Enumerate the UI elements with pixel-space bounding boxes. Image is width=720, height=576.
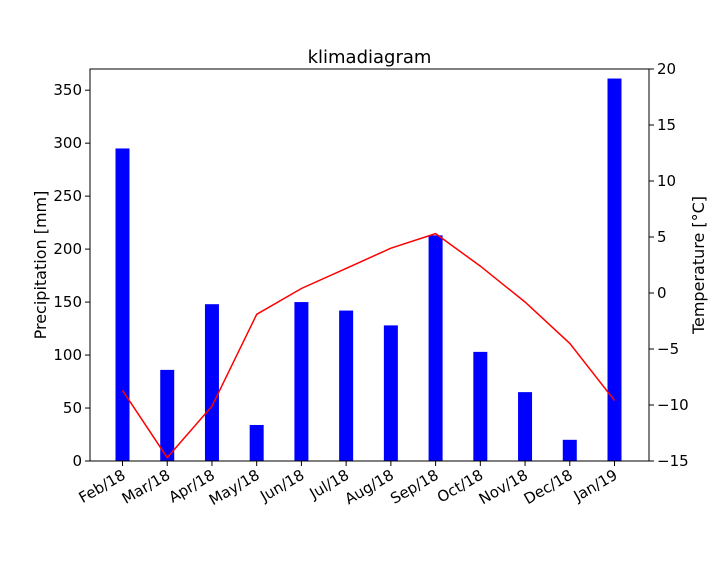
y-axis-label: Precipitation [mm] — [31, 191, 50, 340]
y-tick-label: 0 — [72, 452, 82, 470]
precipitation-bar-Nov-18 — [518, 392, 533, 461]
chart-title: klimadiagram — [308, 47, 432, 68]
precipitation-bar-Jun-18 — [294, 302, 309, 461]
temperature-line — [121, 232, 616, 459]
precipitation-bar-May-18 — [249, 424, 264, 461]
y-tick-label: 200 — [53, 240, 82, 258]
precipitation-axis: 0 50 100 150 200 250 300 350 — [53, 81, 90, 470]
precipitation-bar-Dec-18 — [562, 439, 577, 461]
y2-tick-label: −10 — [657, 396, 689, 414]
y2-tick-label: −5 — [657, 340, 679, 358]
y-tick-label: 150 — [53, 293, 82, 311]
plot-frame — [89, 68, 650, 462]
y2-tick-label: 10 — [657, 172, 676, 190]
precipitation-bar-Sep-18 — [428, 235, 443, 461]
temperature-axis: −15 −10 −5 0 5 10 15 20 — [649, 60, 689, 470]
precipitation-bar-Feb-18 — [115, 148, 130, 461]
y-tick-label: 100 — [53, 346, 82, 364]
y-tick-label: 50 — [63, 399, 82, 417]
precipitation-bar-Jan-19 — [607, 78, 622, 462]
y-tick-label: 300 — [53, 134, 82, 152]
precipitation-bar-Apr-18 — [204, 304, 219, 461]
y2-tick-label: 0 — [657, 284, 667, 302]
y2-axis-label: Temperature [°C] — [689, 196, 708, 335]
temperature-line-layer — [121, 232, 616, 459]
precipitation-bar-Mar-18 — [160, 369, 175, 461]
y2-tick-label: 5 — [657, 228, 667, 246]
precipitation-bar-Oct-18 — [473, 351, 488, 461]
y-tick-label: 250 — [53, 187, 82, 205]
precipitation-bars — [115, 78, 622, 462]
y2-tick-label: 15 — [657, 116, 676, 134]
precipitation-bar-Aug-18 — [383, 325, 398, 461]
y-tick-label: 350 — [53, 81, 82, 99]
y2-tick-label: 20 — [657, 60, 676, 78]
precipitation-bar-Jul-18 — [339, 310, 354, 461]
y2-tick-label: −15 — [657, 452, 689, 470]
